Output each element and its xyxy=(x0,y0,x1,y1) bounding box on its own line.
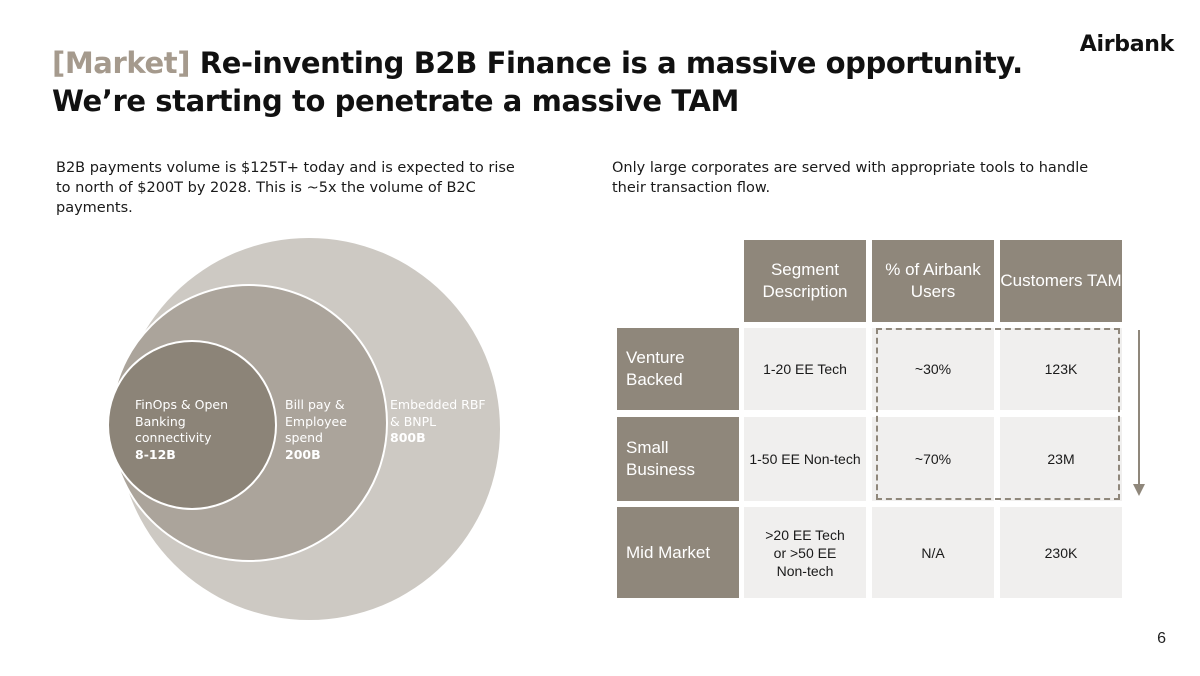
table-cell: >20 EE Tech or >50 EE Non-tech xyxy=(744,507,866,598)
highlight-dashed-box xyxy=(876,328,1120,500)
inner-circle-value: 8-12B xyxy=(135,446,176,462)
brand-logo: Airbank xyxy=(1079,32,1175,57)
right-intro-text: Only large corporates are served with ap… xyxy=(612,160,1089,196)
inner-circle-text: FinOps & Open Banking connectivity xyxy=(135,397,229,445)
down-arrow-line xyxy=(1138,330,1140,486)
down-arrow-icon xyxy=(1133,484,1145,496)
left-intro-text: B2B payments volume is $125T+ today and … xyxy=(56,160,515,216)
title-line-1: Re-inventing B2B Finance is a massive op… xyxy=(199,46,1023,80)
row-header-mid-market: Mid Market xyxy=(617,507,739,598)
middle-circle-text: Bill pay & Employee spend xyxy=(285,397,347,445)
page-title: [Market] Re-inventing B2B Finance is a m… xyxy=(52,44,1052,120)
table-cell: 1-20 EE Tech xyxy=(744,328,866,410)
inner-circle xyxy=(107,340,277,510)
middle-circle-label: Bill pay & Employee spend 200B xyxy=(285,397,380,463)
table-cell: 23M xyxy=(1000,417,1122,501)
outer-circle-text: Embedded RBF & BNPL xyxy=(390,397,486,429)
column-header-tam: Customers TAM xyxy=(1000,240,1122,322)
middle-circle-value: 200B xyxy=(285,446,321,462)
column-header-segment: Segment Description xyxy=(744,240,866,322)
table-cell: N/A xyxy=(872,507,994,598)
table-cell: ~70% xyxy=(872,417,994,501)
table-cell: 230K xyxy=(1000,507,1122,598)
title-line-2: We’re starting to penetrate a massive TA… xyxy=(52,84,740,118)
table-cell: 123K xyxy=(1000,328,1122,410)
row-header-small-business: Small Business xyxy=(617,417,739,501)
page-number: 6 xyxy=(1157,630,1166,647)
table-cell: ~30% xyxy=(872,328,994,410)
inner-circle-label: FinOps & Open Banking connectivity 8-12B xyxy=(135,397,255,463)
outer-circle-value: 800B xyxy=(390,430,426,445)
table-cell: 1-50 EE Non-tech xyxy=(744,417,866,501)
outer-circle-label: Embedded RBF & BNPL 800B xyxy=(390,397,490,447)
title-tag: [Market] xyxy=(52,46,191,80)
row-header-venture-backed: Venture Backed xyxy=(617,328,739,410)
column-header-airbank-users: % of Airbank Users xyxy=(872,240,994,322)
